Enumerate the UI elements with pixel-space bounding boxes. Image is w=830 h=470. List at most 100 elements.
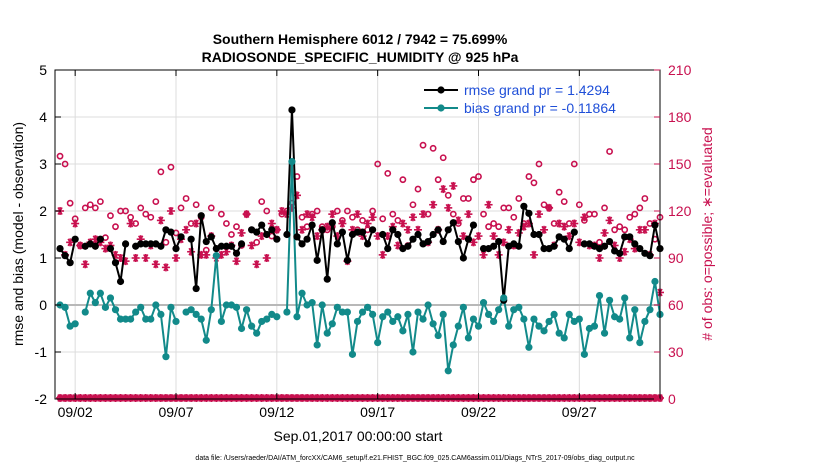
- rmse-point: [192, 284, 200, 293]
- rmse-point: [283, 230, 291, 239]
- y-right-axis-ticks: 0 30 60 90 120 150 180 210: [654, 62, 692, 407]
- rmse-point: [363, 240, 372, 248]
- obs-evaluated-bottom: [177, 394, 186, 402]
- obs-possible-point: [298, 213, 306, 221]
- rmse-point: [580, 240, 588, 248]
- y-right-tick-label: 30: [668, 344, 684, 360]
- bias-point: [631, 306, 639, 314]
- obs-evaluated-point: [429, 200, 438, 209]
- rmse-point: [550, 242, 558, 250]
- obs-evaluated-point: [575, 238, 584, 247]
- rmse-point: [263, 230, 271, 239]
- bias-point: [152, 301, 160, 309]
- bias-point: [560, 334, 568, 342]
- obs-evaluated-point: [580, 213, 589, 222]
- bias-point: [137, 303, 145, 311]
- bias-point: [358, 308, 367, 316]
- bias-point: [328, 320, 336, 328]
- y-right-tick-label: 150: [668, 156, 692, 172]
- obs-evaluated-bottom: [287, 394, 296, 402]
- obs-evaluated-point: [172, 254, 180, 262]
- obs-possible-point: [359, 216, 366, 224]
- bias-point: [172, 317, 180, 326]
- bias-point: [520, 315, 528, 323]
- x-axis-ticks: 09/02 09/07 09/12 09/17 09/22 09/27: [58, 70, 597, 420]
- y-tick-label: 4: [39, 109, 47, 125]
- bias-point: [414, 308, 422, 316]
- rmse-point: [449, 219, 457, 227]
- rmse-point: [56, 245, 64, 253]
- bias-point: [384, 308, 392, 316]
- y-right-axis-label: # of obs: o=possible; ∗=evaluated: [699, 127, 715, 340]
- obs-possible-point: [147, 213, 155, 221]
- bias-point: [490, 317, 498, 326]
- obs-evaluated-point: [560, 222, 569, 231]
- obs-evaluated-point: [338, 219, 347, 228]
- obs-evaluated-bottom: [393, 394, 402, 402]
- obs-evaluated-point: [640, 225, 649, 234]
- bias-point: [399, 327, 407, 335]
- obs-evaluated-point: [545, 203, 554, 212]
- bias-point: [575, 315, 583, 323]
- rmse-point: [313, 256, 321, 264]
- obs-evaluated-point: [161, 263, 170, 272]
- obs-evaluated-point: [449, 181, 458, 190]
- obs-possible-point: [127, 213, 135, 221]
- obs-evaluated-bottom: [479, 394, 488, 402]
- obs-possible-point: [429, 144, 437, 152]
- bias-point: [237, 324, 246, 333]
- obs-evaluated-point: [504, 225, 513, 234]
- obs-possible-point: [641, 195, 649, 202]
- bias-point: [646, 306, 654, 314]
- rmse-point: [490, 242, 498, 250]
- bias-point: [479, 299, 488, 307]
- obs-evaluated-point: [66, 238, 75, 247]
- obs-possible-point: [137, 204, 145, 212]
- rmse-point: [111, 259, 120, 267]
- obs-evaluated-bottom: [308, 394, 317, 402]
- rmse-point: [303, 235, 311, 243]
- rmse-point: [464, 235, 473, 243]
- obs-possible-point: [596, 238, 603, 246]
- obs-possible-point: [258, 198, 266, 205]
- obs-evaluated-point: [595, 254, 604, 262]
- bias-point: [550, 310, 558, 318]
- obs-possible-point: [228, 231, 235, 238]
- rmse-point: [91, 242, 99, 250]
- obs-evaluated-point: [101, 244, 110, 253]
- rmse-line-segment: [109, 243, 127, 283]
- y-tick-label: 3: [39, 156, 47, 172]
- data-file-footnote: data file: /Users/raeder/DAI/ATM_forcXX/…: [195, 455, 635, 462]
- obs-evaluated-point: [565, 232, 574, 241]
- obs-evaluated-point: [529, 250, 538, 259]
- obs-possible-point: [81, 204, 89, 212]
- bias-point: [101, 303, 110, 311]
- obs-possible-point: [409, 201, 417, 209]
- y-tick-label: -2: [35, 391, 48, 407]
- obs-possible-point: [555, 188, 563, 196]
- bias-point: [409, 348, 417, 356]
- y-tick-label: 2: [39, 203, 47, 219]
- bias-point: [449, 341, 457, 349]
- rmse-point: [495, 237, 503, 246]
- obs-possible-point: [434, 176, 442, 184]
- rmse-point: [217, 242, 225, 250]
- obs-possible-point: [636, 204, 644, 212]
- bias-point: [545, 317, 553, 326]
- bias-point: [374, 339, 382, 347]
- bias-point: [142, 315, 150, 323]
- bias-point: [61, 303, 69, 311]
- obs-evaluated-bottom: [635, 394, 644, 402]
- rmse-point: [358, 228, 367, 236]
- bias-point: [353, 317, 362, 326]
- obs-possible-point: [142, 210, 150, 218]
- series-lines: [59, 108, 661, 372]
- x-tick-label: 09/02: [58, 404, 93, 420]
- rmse-point: [444, 226, 452, 234]
- bias-point: [621, 294, 629, 302]
- obs-evaluated-bottom: [187, 394, 196, 402]
- obs-possible-point: [91, 204, 99, 212]
- rmse-point: [469, 221, 478, 229]
- obs-evaluated-point: [308, 213, 317, 222]
- bias-point: [187, 306, 195, 314]
